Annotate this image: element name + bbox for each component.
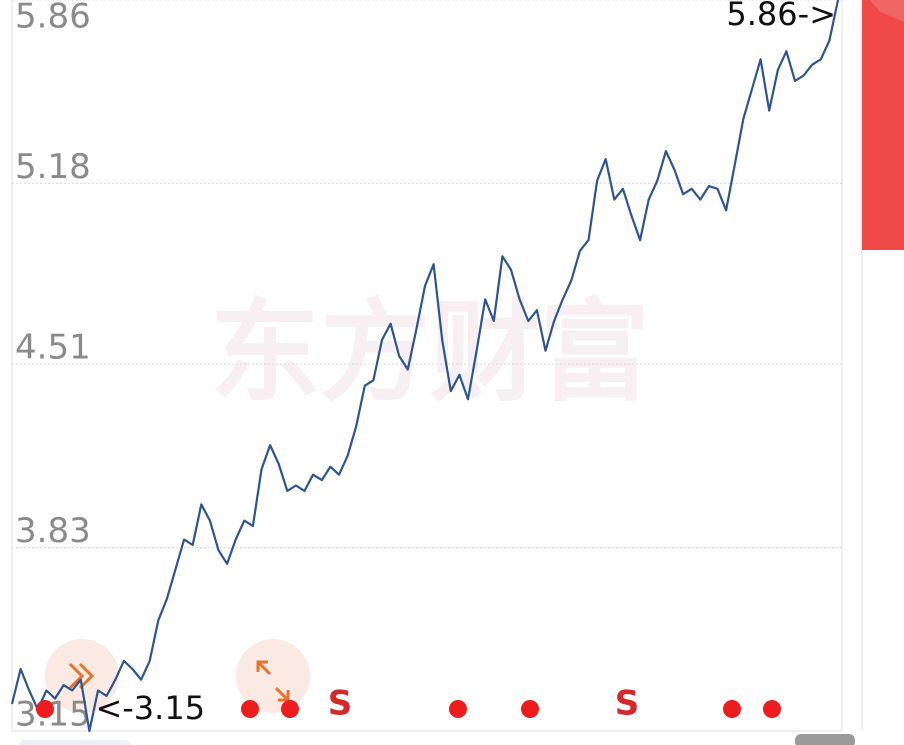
y-tick-label: 3.83 xyxy=(15,511,91,551)
y-tick-label: 5.18 xyxy=(15,147,91,187)
bottom-tab[interactable] xyxy=(20,740,130,745)
signal-dot xyxy=(723,700,741,718)
signal-label: S xyxy=(328,684,353,724)
signal-dot xyxy=(763,700,781,718)
y-tick-label: 5.86 xyxy=(15,0,91,37)
min-annotation: <-3.15 xyxy=(95,689,205,727)
signal-label: S xyxy=(615,684,640,724)
y-tick-label: 3.15 xyxy=(15,695,91,735)
fullscreen-icon xyxy=(256,660,290,702)
price-line xyxy=(10,0,840,733)
signal-dot xyxy=(449,700,467,718)
signal-dots xyxy=(36,700,781,718)
signal-dot xyxy=(36,700,54,718)
bottom-handle[interactable] xyxy=(795,734,855,745)
signal-dot xyxy=(241,700,259,718)
fullscreen-button[interactable] xyxy=(236,639,310,713)
signal-dot xyxy=(281,700,299,718)
max-annotation: 5.86-> xyxy=(726,0,836,33)
signal-dot xyxy=(521,700,539,718)
watermark: 东方财富 xyxy=(210,288,650,416)
expand-icon xyxy=(68,662,95,690)
y-tick-label: 4.51 xyxy=(15,328,91,368)
volume-profile-fill xyxy=(862,0,904,250)
